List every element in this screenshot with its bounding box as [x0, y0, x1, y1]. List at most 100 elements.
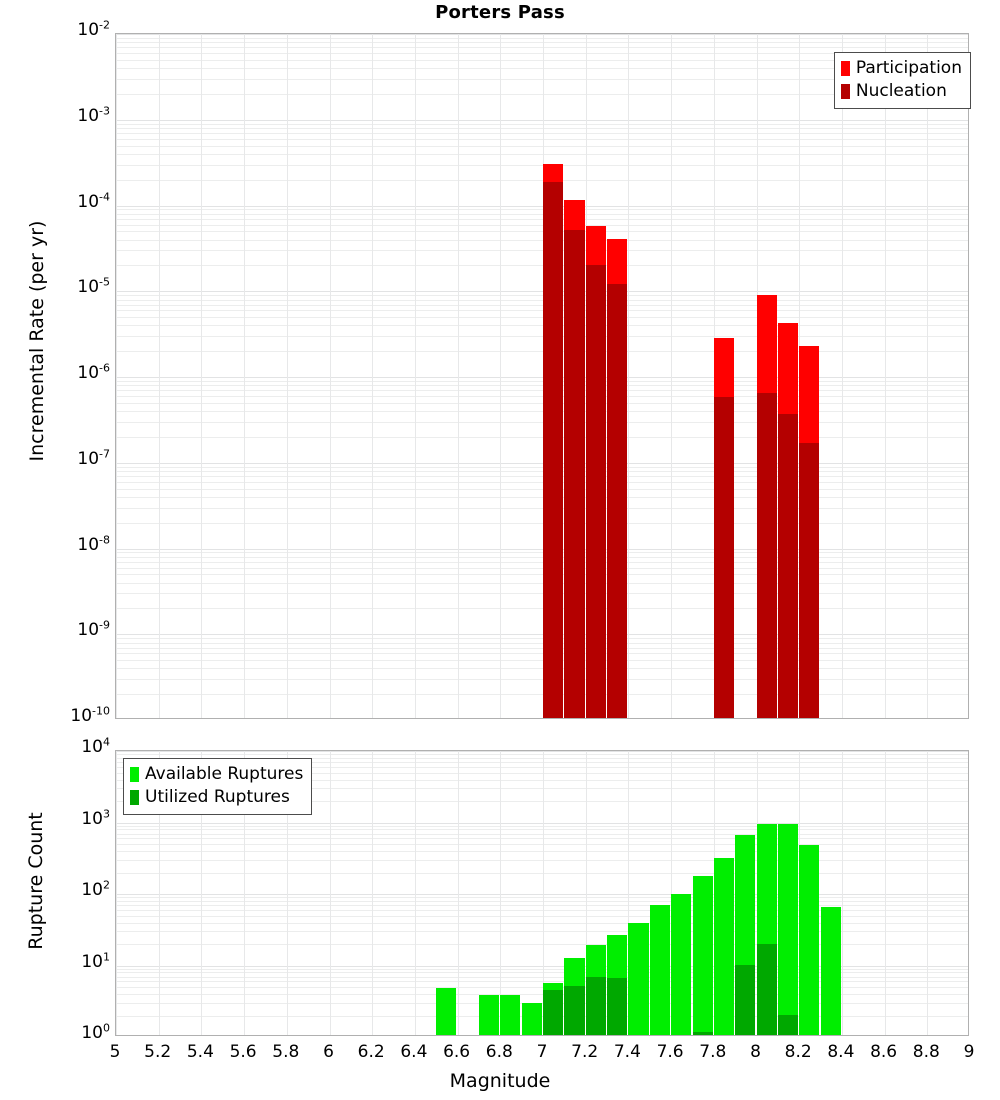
- y-tick-mantissa: 10: [77, 105, 100, 126]
- gridline-horizontal: [116, 822, 968, 824]
- gridline-horizontal: [116, 496, 968, 498]
- gridline-horizontal: [116, 833, 968, 835]
- bar: [436, 988, 457, 1035]
- gridline-horizontal: [116, 390, 968, 392]
- gridline-horizontal: [116, 522, 968, 524]
- x-tick-label: 6: [323, 1042, 334, 1062]
- y-tick-label: 10-5: [6, 277, 110, 298]
- gridline-vertical: [884, 34, 886, 718]
- bar: [820, 906, 841, 1035]
- gridline-horizontal: [116, 660, 968, 662]
- gridline-vertical: [158, 751, 160, 1035]
- bar: [479, 995, 500, 1035]
- gridline-horizontal: [116, 968, 968, 970]
- gridline-horizontal: [116, 164, 968, 166]
- legend-label: Utilized Ruptures: [145, 787, 290, 807]
- gridline-vertical: [372, 34, 374, 718]
- gridline-vertical: [457, 34, 459, 718]
- gridline-horizontal: [116, 205, 968, 207]
- gridline-horizontal: [116, 53, 968, 54]
- gridline-vertical: [329, 34, 331, 718]
- gridline-horizontal: [116, 638, 968, 640]
- bar: [799, 443, 820, 718]
- y-tick-exponent: -3: [99, 104, 110, 118]
- y-tick-mantissa: 10: [77, 448, 100, 469]
- x-tick-label: 5.6: [229, 1042, 257, 1062]
- gridline-horizontal: [116, 224, 968, 226]
- gridline-horizontal: [116, 213, 968, 215]
- gridline-horizontal: [116, 145, 968, 147]
- y-tick-mantissa: 10: [77, 277, 100, 298]
- gridline-horizontal: [116, 751, 968, 752]
- gridline-horizontal: [116, 34, 968, 35]
- bar: [777, 823, 798, 1035]
- gridline-horizontal: [116, 653, 968, 655]
- gridline-horizontal: [116, 762, 968, 764]
- gridline-horizontal: [116, 574, 968, 576]
- bar: [799, 845, 820, 1035]
- gridline-horizontal: [116, 694, 968, 696]
- x-tick-label: 6.6: [443, 1042, 471, 1062]
- gridline-horizontal: [116, 931, 968, 933]
- gridline-vertical: [927, 751, 929, 1035]
- y-tick-exponent: -8: [99, 532, 110, 546]
- gridline-horizontal: [116, 634, 968, 636]
- y-tick-label: 10-2: [6, 19, 110, 39]
- gridline-vertical: [372, 751, 374, 1035]
- bar: [543, 181, 564, 718]
- gridline-horizontal: [116, 905, 968, 907]
- bar: [500, 995, 521, 1035]
- y-axis-ticks-bottom: 104 103 102 101 100: [0, 0, 110, 1100]
- y-tick-label: 102: [6, 879, 110, 899]
- gridline-horizontal: [116, 829, 968, 831]
- gridline-horizontal: [116, 93, 968, 95]
- x-tick-label: 8.4: [827, 1042, 855, 1062]
- y-tick-mantissa: 10: [77, 363, 100, 383]
- y-tick-exponent: 2: [103, 878, 110, 892]
- gridline-horizontal: [116, 37, 968, 39]
- gridline-horizontal: [116, 310, 968, 312]
- bar: [713, 396, 734, 718]
- y-tick-exponent: -6: [99, 361, 110, 375]
- gridline-horizontal: [116, 299, 968, 301]
- gridline-horizontal: [116, 138, 968, 140]
- gridline-vertical: [244, 751, 246, 1035]
- gridline-horizontal: [116, 402, 968, 404]
- gridline-horizontal: [116, 608, 968, 610]
- gridline-horizontal: [116, 396, 968, 397]
- y-tick-exponent: -2: [99, 18, 110, 32]
- y-tick-mantissa: 10: [81, 808, 103, 829]
- legend-item[interactable]: Participation: [840, 57, 962, 80]
- gridline-horizontal: [116, 291, 968, 293]
- gridline-horizontal: [116, 436, 968, 438]
- y-tick-mantissa: 10: [81, 1023, 103, 1043]
- x-axis-label: Magnitude: [449, 1070, 551, 1092]
- legend-item[interactable]: Utilized Ruptures: [130, 786, 303, 809]
- y-tick-label: 101: [6, 951, 110, 971]
- bar: [756, 393, 777, 718]
- legend-label: Participation: [855, 58, 962, 78]
- gridline-horizontal: [116, 994, 968, 995]
- legend-item[interactable]: Nucleation: [840, 80, 962, 103]
- gridline-vertical: [286, 34, 288, 718]
- bar: [649, 905, 670, 1035]
- gridline-horizontal: [116, 582, 968, 584]
- legend-item[interactable]: Available Ruptures: [130, 763, 303, 786]
- gridline-vertical: [116, 751, 117, 1035]
- page-title: Porters Pass: [435, 2, 565, 23]
- x-tick-label: 6.4: [400, 1042, 428, 1062]
- gridline-horizontal: [116, 411, 968, 413]
- legend-swatch-icon: [840, 61, 850, 76]
- grid-bottom: [116, 751, 968, 1035]
- gridline-vertical: [841, 34, 843, 718]
- y-axis-ticks-top: 10-2 10-3 10-4 10-5 10-6 10-7 10-8 10-9 10-10: [0, 0, 110, 1100]
- y-tick-label: 10-6: [6, 362, 110, 383]
- gridline-horizontal: [116, 133, 968, 134]
- gridline-horizontal: [116, 351, 968, 353]
- bar: [543, 989, 564, 1035]
- gridline-horizontal: [116, 47, 968, 49]
- y-tick-exponent: 0: [103, 1021, 110, 1035]
- bar: [692, 1032, 713, 1035]
- y-tick-label: 10-4: [6, 191, 110, 211]
- gridline-horizontal: [116, 851, 968, 852]
